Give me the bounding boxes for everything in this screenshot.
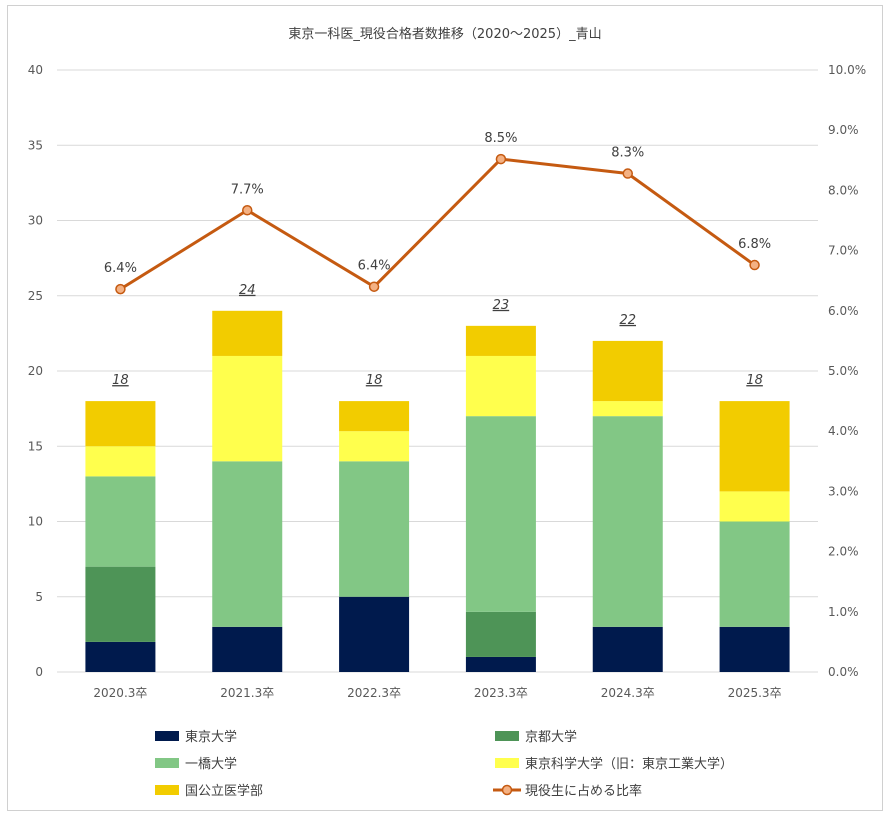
ratio-line xyxy=(119,157,756,291)
bar-segment xyxy=(85,476,156,567)
bar-segment xyxy=(465,355,536,417)
bar-segment xyxy=(719,491,790,522)
left-axis-tick-label: 30 xyxy=(28,214,43,228)
legend-swatch xyxy=(155,785,179,795)
legend-marker xyxy=(501,784,513,796)
bar-segment xyxy=(212,355,283,462)
x-axis-tick-label: 2021.3卒 xyxy=(220,686,274,700)
right-axis-tick-label: 6.0% xyxy=(828,304,859,318)
bar-segment xyxy=(465,325,536,356)
bar-segment xyxy=(719,521,790,627)
ratio-data-label: 6.8% xyxy=(738,237,771,252)
bar-segment xyxy=(465,416,536,612)
ratio-marker xyxy=(622,168,633,179)
bar-total-label: 24 xyxy=(239,283,256,298)
ratio-marker xyxy=(115,283,126,295)
bar-total-label: 22 xyxy=(619,313,636,328)
right-axis-tick-label: 0.0% xyxy=(828,665,859,679)
legend-swatch xyxy=(155,731,179,741)
ratio-data-label: 8.3% xyxy=(611,146,644,161)
bar-total-label: 18 xyxy=(366,373,383,388)
right-axis-tick-label: 10.0% xyxy=(828,63,866,77)
bar-total-label: 18 xyxy=(746,373,763,388)
bar-segment xyxy=(339,461,410,597)
right-axis-tick-label: 4.0% xyxy=(828,424,859,438)
ratio-marker xyxy=(242,205,253,216)
legend-swatch xyxy=(155,758,179,768)
x-axis-tick-label: 2020.3卒 xyxy=(93,686,147,700)
bar-segment xyxy=(719,401,790,492)
bar-total-label: 23 xyxy=(493,298,510,313)
right-axis-tick-label: 1.0% xyxy=(828,605,859,619)
bar-segment xyxy=(85,566,156,642)
bar-segment xyxy=(339,431,410,462)
x-axis-tick-label: 2023.3卒 xyxy=(474,686,528,700)
right-axis-tick-label: 9.0% xyxy=(828,123,859,137)
legend-label: 国公立医学部 xyxy=(185,783,263,799)
x-axis-tick-label: 2022.3卒 xyxy=(347,686,401,700)
left-axis-tick-label: 20 xyxy=(28,364,43,378)
ratio-marker xyxy=(368,281,380,292)
left-axis-tick-label: 0 xyxy=(35,665,43,679)
x-axis-tick-label: 2025.3卒 xyxy=(728,686,782,700)
bar-segment xyxy=(339,401,410,432)
bar-segment xyxy=(212,461,283,627)
bar-segment xyxy=(465,611,536,657)
legend-label: 東京大学 xyxy=(185,729,237,745)
legend-swatch xyxy=(495,758,519,768)
chart-title: 東京一科医_現役合格者数推移（2020～2025）_青山 xyxy=(288,26,601,42)
bar-segment xyxy=(85,641,156,672)
ratio-marker xyxy=(749,259,760,271)
bar-segment xyxy=(592,401,663,417)
legend-label: 一橋大学 xyxy=(185,756,237,772)
ratio-data-label: 7.7% xyxy=(231,182,264,197)
left-axis-tick-label: 35 xyxy=(28,138,43,152)
bar-segment xyxy=(465,656,536,672)
legend-swatch xyxy=(495,731,519,741)
bar-total-label: 18 xyxy=(112,373,129,388)
ratio-data-label: 6.4% xyxy=(104,261,137,276)
ratio-data-label: 6.4% xyxy=(358,259,391,274)
bar-segment xyxy=(592,340,663,402)
ratio-data-label: 8.5% xyxy=(484,131,517,146)
ratio-marker xyxy=(495,153,507,165)
bar-segment xyxy=(592,416,663,627)
right-axis-tick-label: 7.0% xyxy=(828,244,859,258)
bar-segment xyxy=(85,446,156,477)
right-axis-tick-label: 5.0% xyxy=(828,364,859,378)
legend-label: 現役生に占める比率 xyxy=(525,783,642,799)
bar-segment xyxy=(212,310,283,356)
legend-label: 東京科学大学（旧：東京工業大学） xyxy=(525,756,733,772)
legend-label: 京都大学 xyxy=(525,729,577,745)
x-axis-tick-label: 2024.3卒 xyxy=(601,686,655,700)
left-axis-tick-label: 5 xyxy=(35,590,43,604)
right-axis-tick-label: 2.0% xyxy=(828,545,859,559)
bar-segment xyxy=(719,626,790,672)
bar-segment xyxy=(339,596,410,672)
left-axis-tick-label: 10 xyxy=(28,515,43,529)
bar-segment xyxy=(85,401,156,447)
left-axis-tick-label: 15 xyxy=(28,439,43,453)
bar-segment xyxy=(592,626,663,672)
bar-segment xyxy=(212,626,283,672)
right-axis-tick-label: 8.0% xyxy=(828,183,859,197)
left-axis-tick-label: 25 xyxy=(28,289,43,303)
left-axis-tick-label: 40 xyxy=(28,63,43,77)
right-axis-tick-label: 3.0% xyxy=(828,484,859,498)
